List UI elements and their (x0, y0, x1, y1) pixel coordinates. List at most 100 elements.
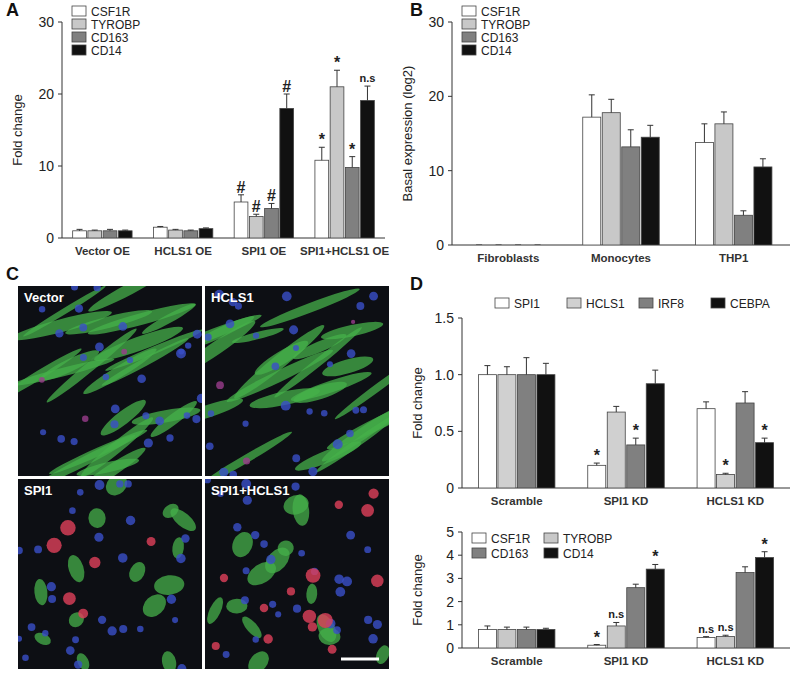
nucleus (79, 324, 87, 332)
error-bar (349, 157, 355, 168)
cell (126, 559, 149, 584)
error-cap (484, 625, 490, 626)
bar (588, 645, 606, 648)
cell (65, 553, 88, 584)
nucleus (364, 546, 371, 553)
marker-stain (39, 377, 45, 383)
marker-stain (351, 320, 355, 324)
nucleus (55, 329, 63, 337)
y-tick-label: 2 (446, 594, 454, 610)
nucleus (308, 467, 317, 476)
error-stem (506, 367, 507, 375)
bar (695, 142, 713, 245)
nucleus (111, 405, 120, 414)
legend-label: TYROBP (91, 18, 140, 32)
x-tick-label: SPI1 KD (604, 495, 649, 507)
legend-label: CD163 (481, 31, 519, 45)
nucleus (66, 646, 75, 655)
bar (734, 215, 752, 245)
x-tick-label: Scramble (491, 495, 543, 507)
error-bar (633, 438, 639, 445)
y-tick-label: 0 (46, 230, 54, 246)
nucleus (327, 361, 333, 367)
nucleus (137, 626, 144, 633)
legend-swatch (472, 533, 486, 543)
error-bar (238, 195, 244, 202)
nucleus (272, 363, 280, 371)
significance-mark: * (319, 131, 326, 148)
legend-label: CEBPA (730, 297, 770, 311)
cell (306, 583, 318, 604)
y-tick (58, 22, 62, 23)
nucleus (282, 292, 292, 302)
bar (315, 160, 329, 238)
bar (330, 87, 344, 238)
y-tick (448, 245, 452, 246)
y-axis (452, 22, 453, 245)
legend-swatch (72, 6, 86, 16)
nucleus (373, 620, 382, 629)
legend-swatch (544, 533, 558, 543)
error-bar (203, 227, 209, 229)
nucleus (192, 415, 200, 423)
x-tick-label: HCLS1 KD (707, 655, 765, 667)
cell (373, 643, 389, 666)
nucleus (356, 302, 364, 310)
cell (102, 479, 132, 500)
bar (498, 629, 516, 648)
nucleus (291, 482, 299, 490)
legend-swatch (472, 548, 486, 558)
error-bar (504, 367, 510, 375)
error-cap (742, 391, 748, 392)
error-stem (487, 366, 488, 375)
x-tick-label: HCLS1 KD (707, 495, 765, 507)
nucleus (364, 616, 372, 624)
significance-mark: # (237, 179, 246, 196)
error-cap (723, 635, 729, 636)
marker-stain (308, 622, 317, 631)
nucleus (18, 636, 22, 642)
nucleus (292, 454, 300, 462)
error-bar (364, 86, 370, 100)
error-bar (652, 370, 658, 384)
error-bar (723, 635, 729, 636)
cells (18, 286, 202, 476)
error-bar (703, 402, 709, 409)
cell (205, 595, 226, 626)
nucleus (243, 567, 250, 574)
nucleus (334, 574, 344, 584)
significance-mark: * (633, 422, 640, 439)
significance-mark: * (334, 54, 341, 71)
bar (627, 445, 645, 488)
error-stem (487, 626, 488, 629)
marker-stain (147, 537, 156, 546)
nucleus (176, 554, 186, 564)
y-tick-label: 1 (446, 617, 454, 633)
bar (498, 375, 516, 488)
bar (184, 231, 198, 238)
y-tick (458, 624, 462, 625)
plot-marks (478, 358, 773, 488)
error-bar (484, 366, 490, 375)
x-tick-label: SPI1 KD (604, 655, 649, 667)
error-stem (630, 130, 631, 147)
nucleus (335, 587, 345, 597)
y-tick-label: 3 (446, 570, 454, 586)
nucleus (346, 430, 354, 438)
y-tick (448, 170, 452, 171)
error-cap (157, 226, 163, 227)
cell (140, 300, 198, 337)
error-bar (633, 584, 639, 587)
error-cap (543, 628, 549, 629)
nucleus (306, 408, 312, 414)
nucleus (208, 410, 214, 416)
plot-marks (478, 552, 773, 648)
legend-swatch (462, 32, 476, 42)
bar (265, 208, 279, 238)
y-tick (448, 22, 452, 23)
legend-swatch (462, 6, 476, 16)
significance-mark: # (267, 187, 276, 204)
x-tick-label: Monocytes (591, 252, 651, 264)
micrograph-label: SPI1 (24, 483, 52, 498)
y-axis-label: Fold change (410, 554, 425, 626)
